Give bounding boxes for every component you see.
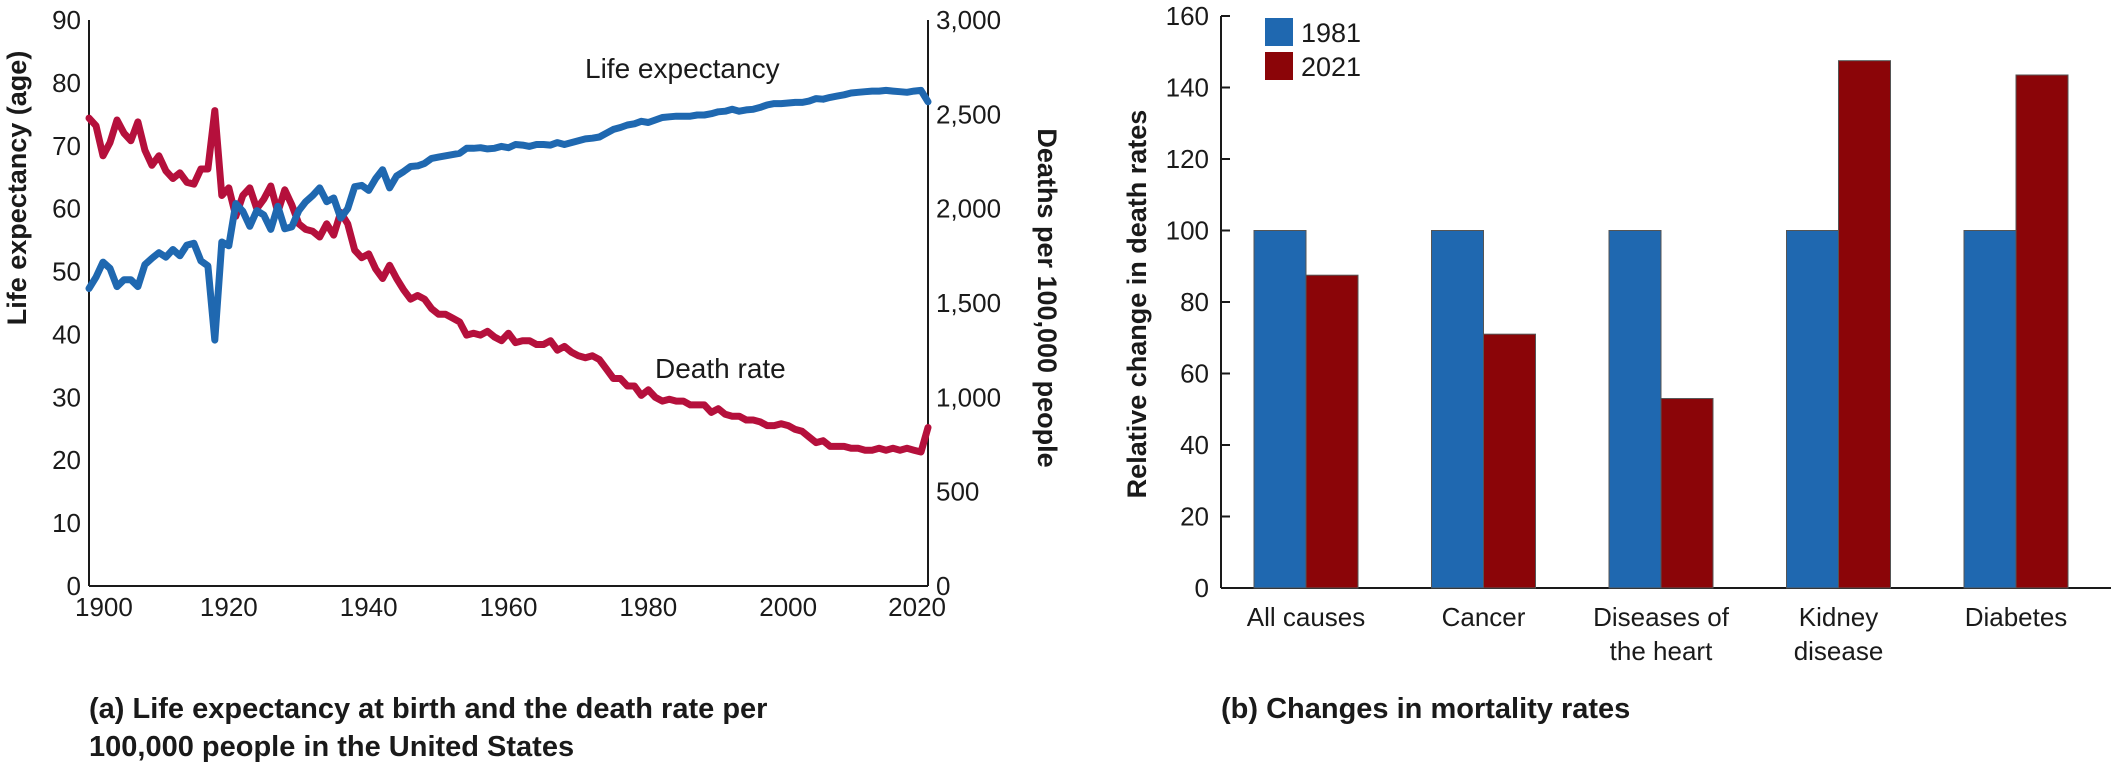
category-label: Kidney disease [1794,602,1884,666]
series-line-death-rate [85,107,932,456]
b-y-tick-label: 60 [1180,359,1209,389]
left-y-tick-label: 30 [52,382,81,412]
left-y-tick-label: 90 [52,5,81,35]
legend-swatch-1981 [1265,18,1293,46]
x-tick-label: 2020 [888,592,946,622]
b-y-tick-label: 100 [1166,216,1209,246]
b-y-tick-labels: 0 20 40 60 80 100 120 140 160 [1166,1,1230,603]
left-y-tick-label: 10 [52,508,81,538]
category-label: All causes [1247,602,1366,632]
b-y-tick-label: 0 [1195,573,1209,603]
bar-1981-diabetes [1963,230,2017,589]
annotation-death-rate: Death rate [655,353,786,384]
annotation-life-expectancy: Life expectancy [585,53,780,84]
left-y-tick-label: 50 [52,257,81,287]
right-y-tick-label: 2,500 [936,99,1001,129]
caption-a-line-1: (a) Life expectancy at birth and the dea… [89,693,768,725]
left-y-tick-label: 40 [52,319,81,349]
bars [1253,60,2069,589]
b-y-tick-label: 120 [1166,144,1209,174]
bar-1981-all-causes [1253,230,1307,589]
legend-label-2021: 2021 [1301,52,1361,82]
caption-b: (b) Changes in mortality rates [1221,693,1631,725]
b-category-labels: All causes Cancer Diseases of the heart Kidn… [1247,602,2068,666]
left-y-tick-label: 70 [52,131,81,161]
legend: 1981 2021 [1265,18,1361,82]
b-y-axis-title: Relative change in death rates [1122,110,1152,499]
series-line-life-expectancy [85,86,932,344]
caption-a: (a) Life expectancy at birth and the dea… [89,690,767,766]
right-y-tick-label: 0 [936,571,950,601]
bar-2021-diabetes [2015,74,2069,589]
bar-2021-diseases-of-the-heart [1660,398,1714,589]
left-y-tick-labels: 0 10 20 30 40 50 60 70 80 90 [52,5,81,601]
right-y-tick-label: 1,000 [936,382,1001,412]
bar-1981-kidney-disease [1786,230,1839,589]
right-y-tick-label: 500 [936,477,979,507]
category-label: Diseases of the heart [1593,602,1730,666]
x-tick-labels: 1900 1920 1940 1960 1980 2000 2020 [75,592,946,622]
b-y-tick-label: 160 [1166,1,1209,31]
right-y-axis-title: Deaths per 100,000 people [1032,128,1062,467]
right-y-tick-label: 3,000 [936,5,1001,35]
chart-a-life-expectancy-death-rate: 0 10 20 30 40 50 60 70 80 90 0 500 1,000 1,500 2,000 2… [2,5,1062,622]
left-y-tick-label: 60 [52,194,81,224]
x-tick-label: 1940 [340,592,398,622]
bar-2021-kidney-disease [1838,60,1891,589]
x-tick-label: 2000 [759,592,817,622]
caption-a-line-2: 100,000 people in the United States [89,731,575,763]
left-y-tick-label: 0 [67,571,81,601]
x-tick-label: 1900 [75,592,133,622]
right-y-tick-labels: 0 500 1,000 1,500 2,000 2,500 3,000 [936,5,1001,601]
b-y-tick-label: 140 [1166,73,1209,103]
series-lines [85,86,932,456]
left-y-tick-label: 20 [52,445,81,475]
bar-2021-cancer [1483,333,1536,589]
chart-b-mortality-changes: 0 20 40 60 80 100 120 140 160 All causes Cancer Di… [1122,1,2111,666]
right-y-tick-label: 2,000 [936,194,1001,224]
b-y-tick-label: 40 [1180,430,1209,460]
b-y-tick-label: 20 [1180,502,1209,532]
x-tick-label: 1960 [480,592,538,622]
category-label: Diabetes [1965,602,2068,632]
bar-2021-all-causes [1305,274,1359,589]
right-y-tick-label: 1,500 [936,288,1001,318]
legend-label-1981: 1981 [1301,18,1361,48]
category-label: Cancer [1442,602,1526,632]
legend-swatch-2021 [1265,52,1293,80]
x-tick-label: 1980 [619,592,677,622]
left-y-axis-title: Life expectancy (age) [2,51,32,326]
b-y-tick-label: 80 [1180,287,1209,317]
bar-1981-cancer [1431,230,1484,589]
bar-1981-diseases-of-the-heart [1608,230,1662,589]
left-y-tick-label: 80 [52,68,81,98]
x-tick-label: 1920 [200,592,258,622]
